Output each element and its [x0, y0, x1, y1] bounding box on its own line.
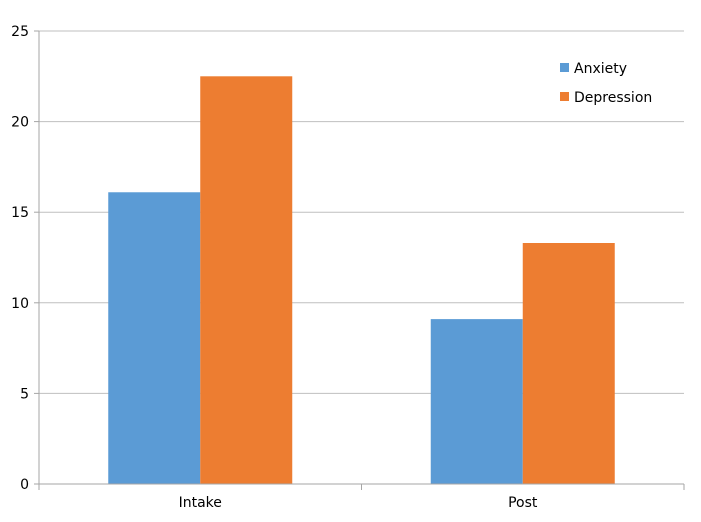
- legend: Anxiety Depression: [560, 61, 652, 106]
- legend-label-anxiety: Anxiety: [574, 61, 627, 77]
- bar-depression-post: [522, 243, 615, 484]
- bar-anxiety-intake: [108, 192, 201, 484]
- y-axis-ticks: 0 5 10 15 20 25: [11, 24, 39, 493]
- bar-depression-intake: [200, 76, 293, 485]
- legend-label-depression: Depression: [574, 90, 652, 106]
- x-tick-label: Post: [508, 495, 538, 511]
- x-tick-label: Intake: [179, 495, 222, 511]
- y-tick-label: 20: [11, 115, 29, 131]
- x-axis-ticks: Intake Post: [38, 484, 685, 511]
- y-tick-label: 10: [11, 296, 29, 312]
- y-tick-label: 5: [20, 386, 29, 402]
- y-tick-label: 25: [11, 24, 29, 40]
- legend-swatch-anxiety: [560, 63, 569, 72]
- bars: [108, 76, 615, 485]
- y-tick-label: 15: [11, 205, 29, 221]
- bar-anxiety-post: [430, 319, 523, 484]
- legend-swatch-depression: [560, 92, 569, 101]
- y-tick-label: 0: [20, 477, 29, 493]
